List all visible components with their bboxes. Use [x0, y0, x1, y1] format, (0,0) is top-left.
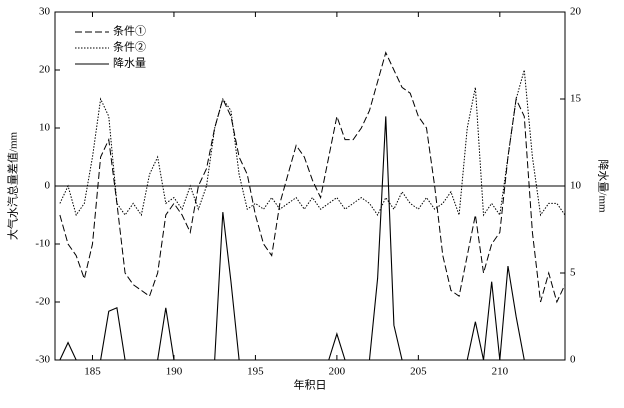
y-tick-label: -10 — [35, 238, 50, 250]
x-tick-label: 185 — [84, 366, 101, 378]
y2-tick-label: 0 — [570, 354, 576, 366]
x-tick-label: 205 — [410, 366, 427, 378]
legend-label: 条件① — [113, 24, 146, 38]
y-axis-label: 大气水汽总量差值/mm — [6, 131, 20, 240]
series-line — [59, 116, 565, 361]
legend-label: 条件② — [113, 40, 146, 54]
y-tick-label: 20 — [39, 64, 51, 76]
y2-tick-label: 20 — [570, 6, 582, 18]
x-tick-label: 190 — [166, 366, 183, 378]
x-tick-label: 195 — [247, 366, 264, 378]
series-line — [59, 51, 566, 304]
y-tick-label: -20 — [35, 296, 50, 308]
x-tick-label: 200 — [329, 366, 346, 378]
y-tick-label: 10 — [39, 122, 51, 134]
y2-tick-label: 5 — [570, 267, 576, 279]
legend-label: 降水量 — [113, 56, 146, 70]
y2-axis-label: 降水量/mm — [596, 159, 610, 213]
y-tick-label: 0 — [45, 180, 51, 192]
x-axis-label: 年积日 — [294, 378, 327, 392]
y-tick-label: 30 — [39, 6, 51, 18]
x-tick-label: 210 — [492, 366, 509, 378]
y-tick-label: -30 — [35, 354, 50, 366]
y2-tick-label: 10 — [570, 180, 582, 192]
series-line — [59, 69, 566, 217]
y2-tick-label: 15 — [570, 93, 582, 105]
